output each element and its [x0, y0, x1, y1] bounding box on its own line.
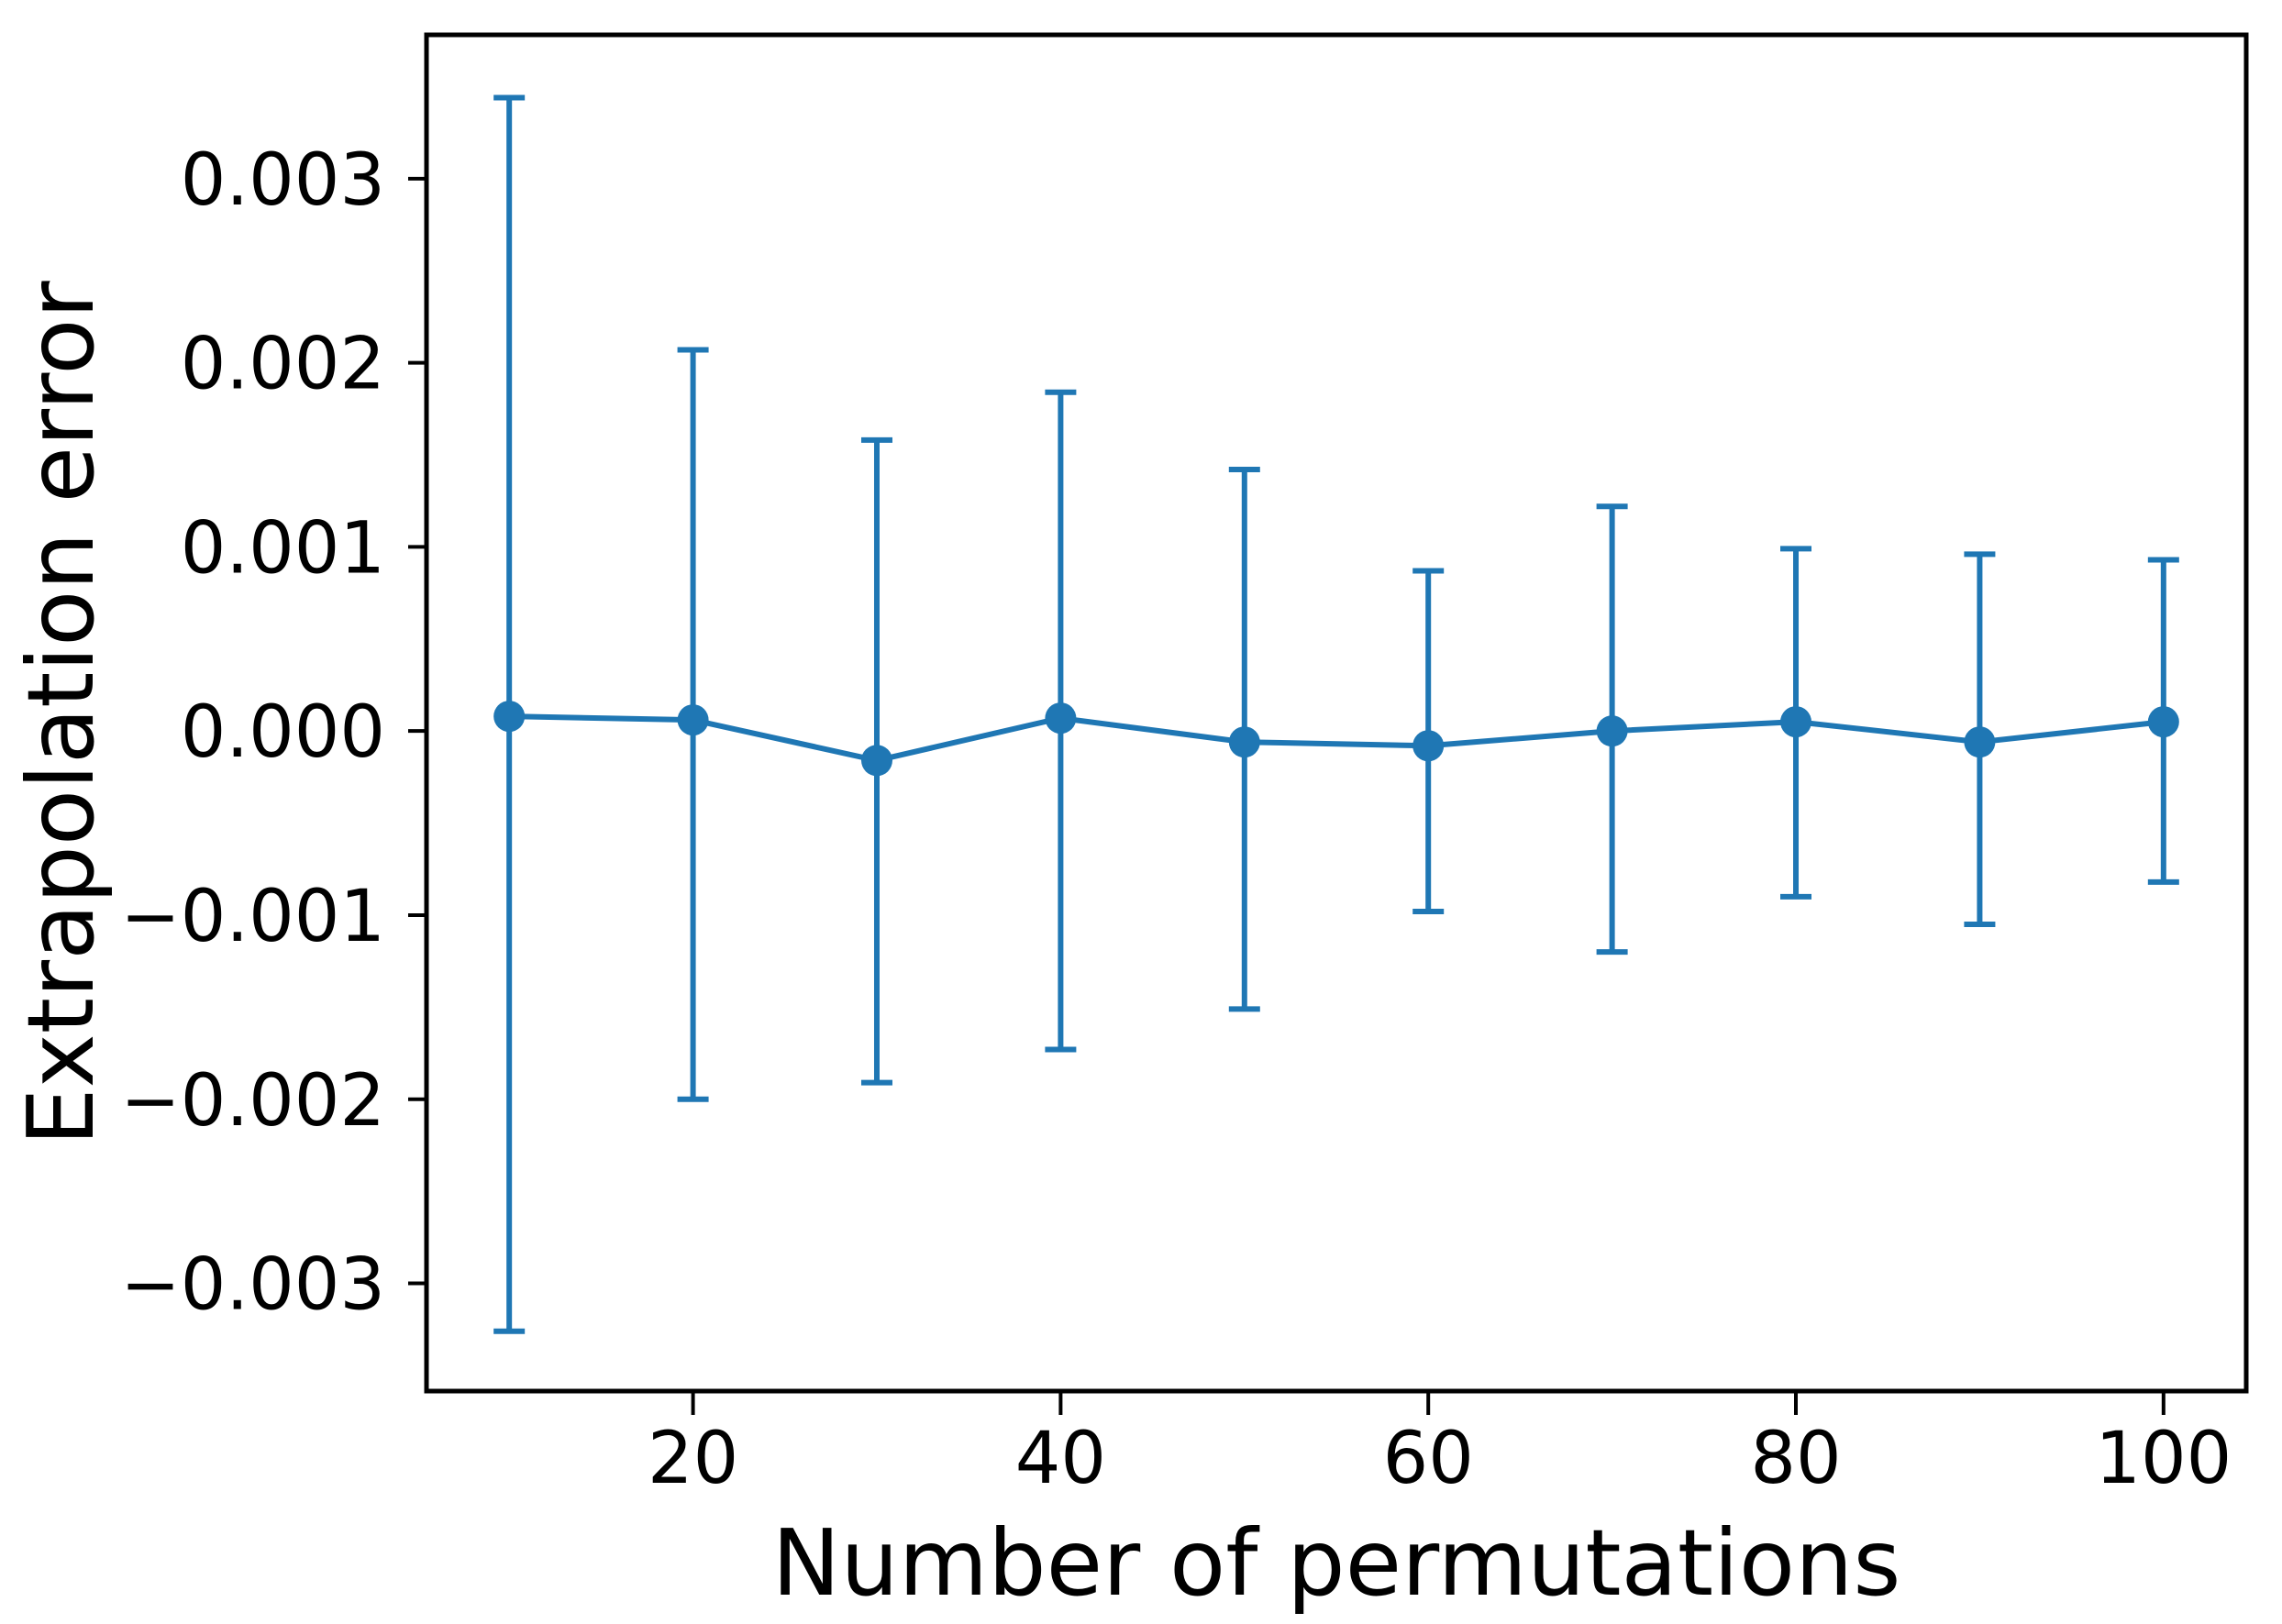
data-point-marker [1228, 726, 1260, 758]
y-axis-label: Extrapolation error [7, 281, 115, 1146]
x-axis-label: Number of permutations [771, 1509, 1901, 1617]
y-tick-label: −0.003 [120, 1244, 385, 1327]
y-tick-label: 0.000 [181, 691, 385, 774]
x-tick-label: 60 [1383, 1418, 1474, 1500]
x-tick-label: 80 [1750, 1418, 1841, 1500]
series-line [509, 713, 2165, 764]
y-tick-label: 0.001 [181, 507, 385, 590]
data-point-marker [1412, 730, 1445, 762]
data-point-marker [1045, 702, 1077, 735]
axes-spines [424, 32, 2249, 1394]
data-point-marker [1964, 726, 1996, 758]
y-tick-label: 0.002 [181, 324, 385, 406]
data-point-marker [677, 704, 709, 736]
y-tick-label: −0.002 [120, 1060, 385, 1143]
data-point-marker [1780, 706, 1812, 738]
x-tick-label: 40 [1015, 1418, 1106, 1500]
data-point-marker [860, 745, 892, 777]
data-point-marker [493, 701, 526, 733]
x-tick-label: 20 [648, 1418, 738, 1500]
y-tick-label: −0.001 [120, 876, 385, 958]
data-point-marker [2147, 706, 2179, 738]
y-tick-label: 0.003 [181, 139, 385, 222]
data-point-marker [1596, 715, 1628, 747]
x-tick-label: 100 [2095, 1418, 2232, 1500]
